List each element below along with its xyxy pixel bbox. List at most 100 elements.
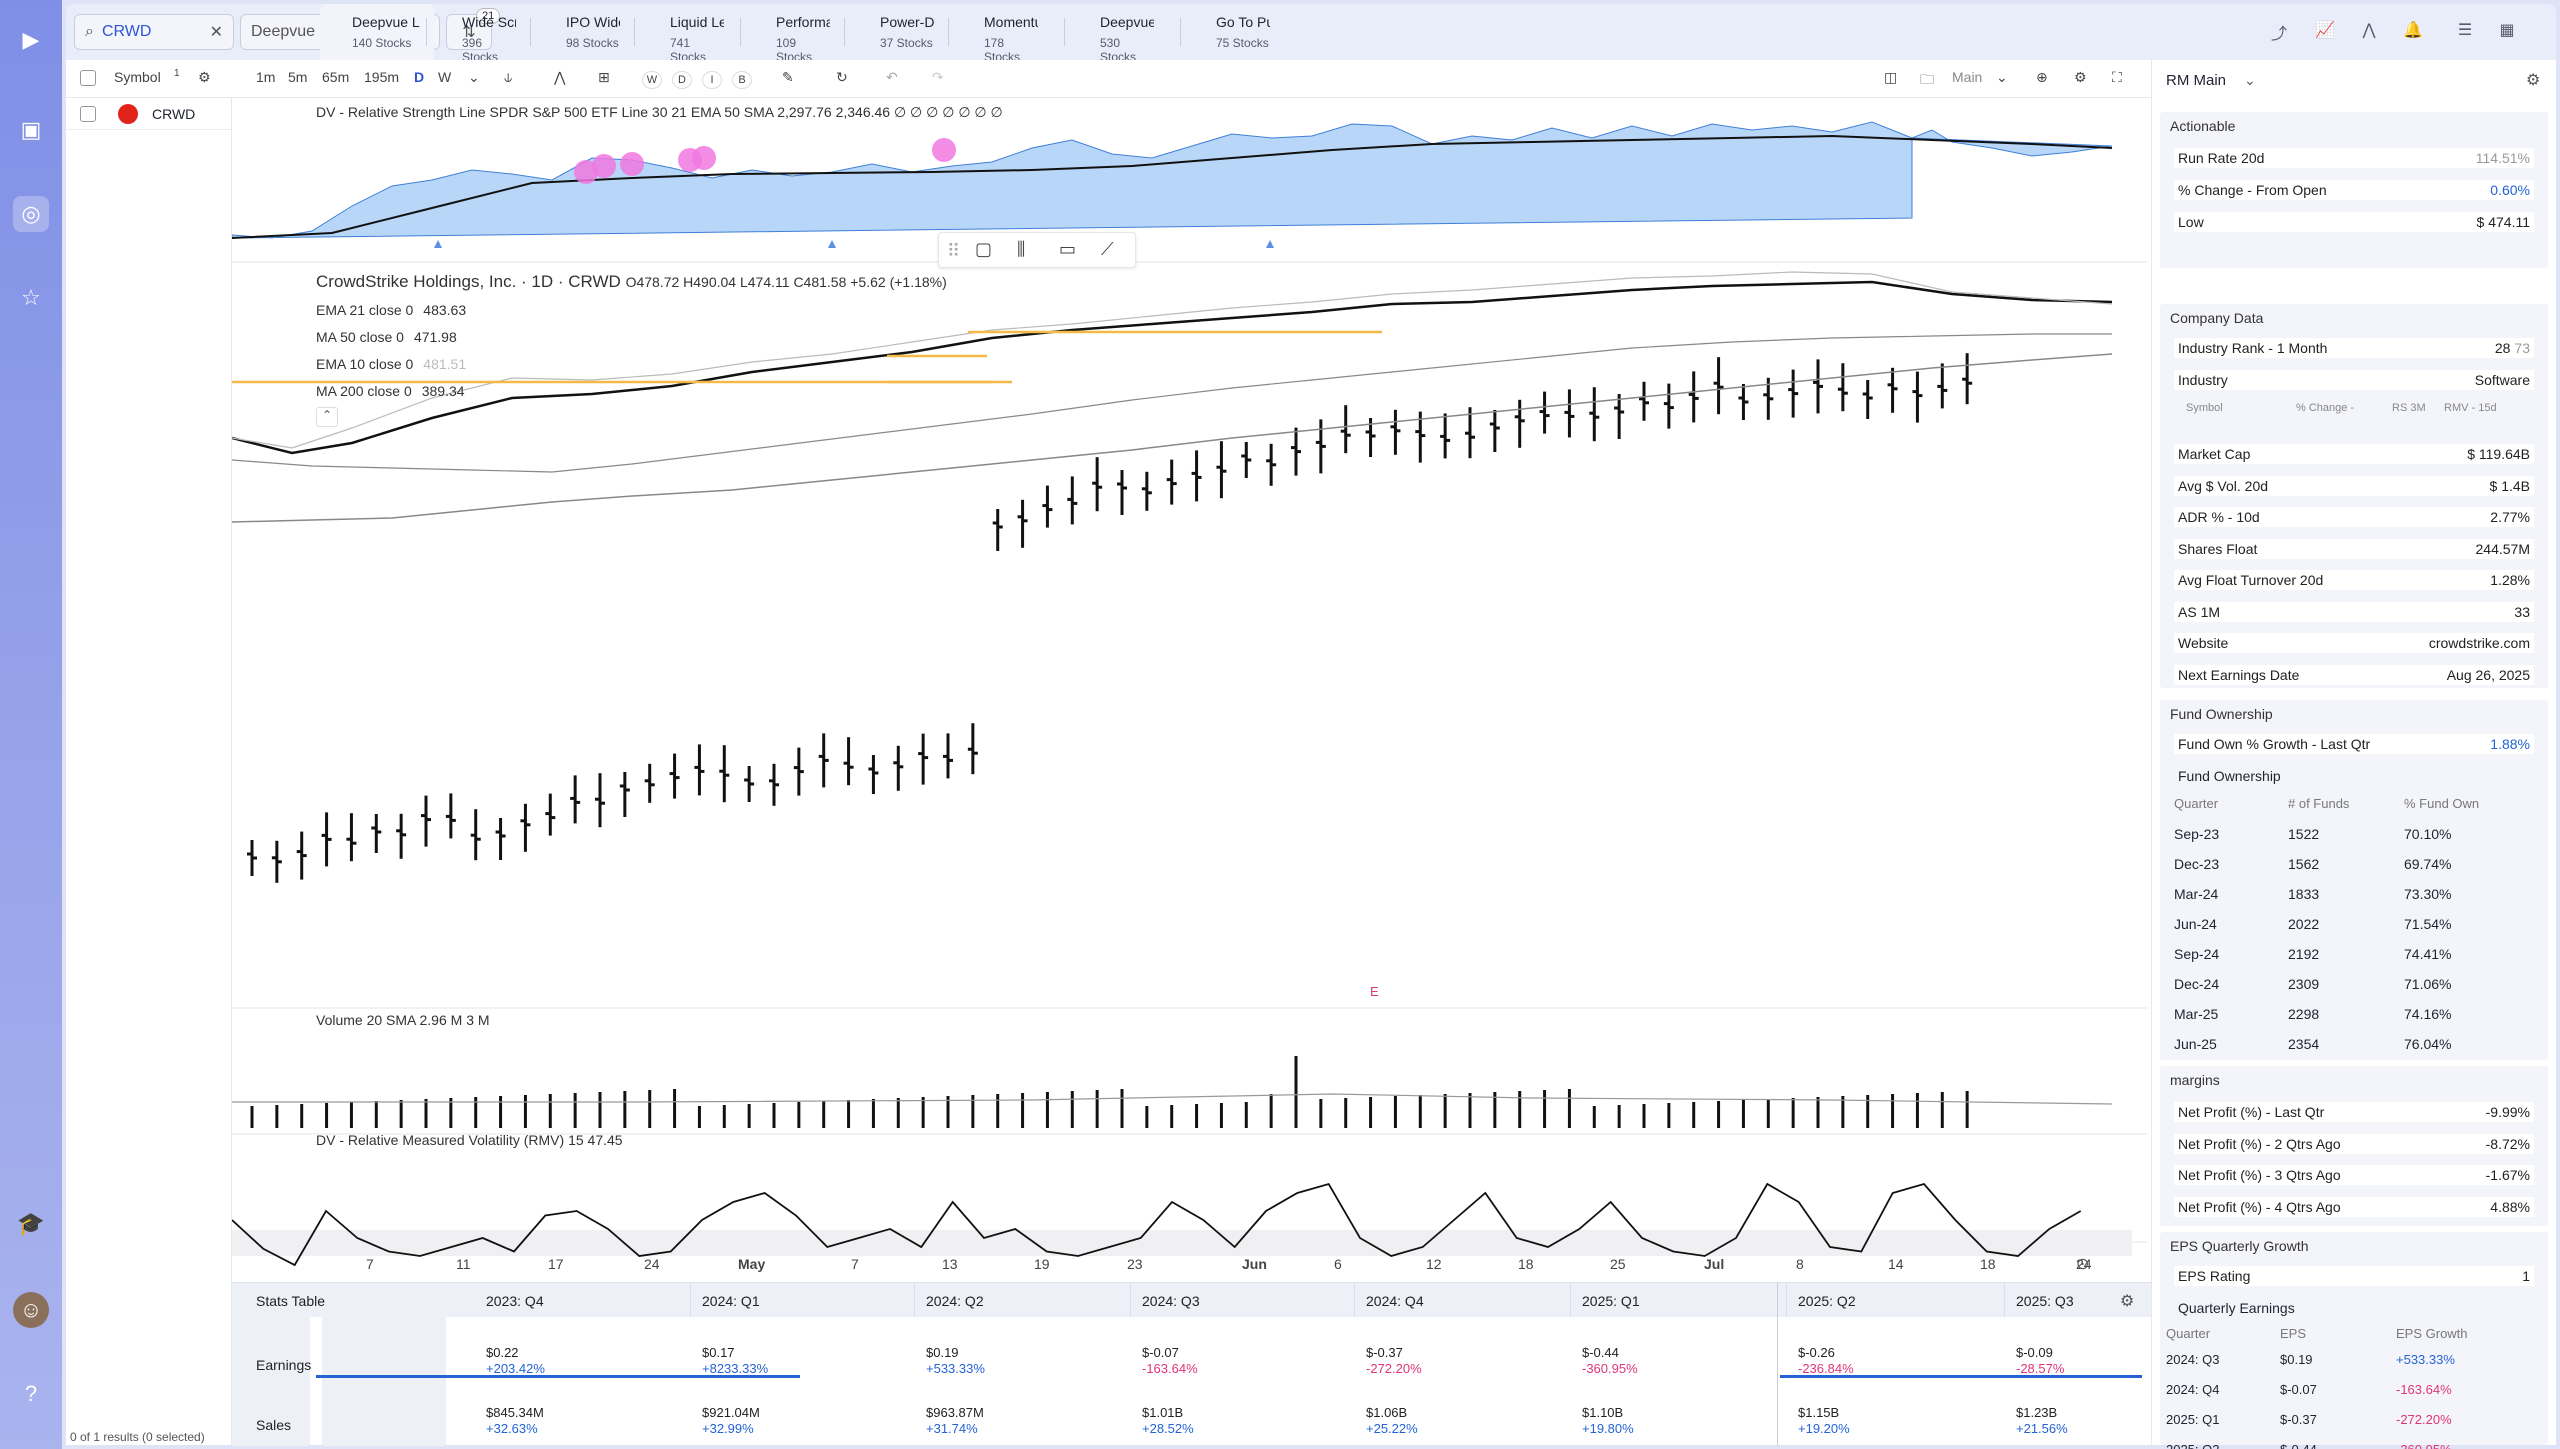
timeframe-195m[interactable]: 195m <box>364 69 400 85</box>
zoom-icon[interactable]: ⊕ <box>2036 69 2048 85</box>
timeframe-D[interactable]: D <box>414 69 425 85</box>
symbol-column-header[interactable]: Symbol <box>114 69 161 85</box>
bell-icon[interactable]: 🔔 <box>2403 22 2423 39</box>
share-icon[interactable]: ⤴ <box>2270 26 2287 43</box>
tab-screen[interactable]: Momentum Lea...178 Stocks <box>952 4 1052 64</box>
gear-icon[interactable]: ⚙ <box>2526 72 2541 89</box>
drag-handle-icon[interactable]: ⠿ <box>947 241 961 261</box>
tab-screen[interactable]: Deepvue Leaders 140 Stocks <box>320 4 434 60</box>
compare-icon[interactable]: ⋀ <box>2362 22 2376 39</box>
time-axis-label: 12 <box>1426 1256 1442 1272</box>
study-legend[interactable]: EMA 21 close 0 483.63 <box>316 302 466 318</box>
timeframe-1m[interactable]: 1m <box>256 69 276 85</box>
rectangle-tool-icon[interactable]: ▢ <box>975 239 993 259</box>
avatar[interactable]: ☺ <box>13 1292 49 1328</box>
earnings-value: $-0.26 <box>1798 1345 1835 1360</box>
fullscreen-icon[interactable]: ⛶ <box>2112 69 2122 85</box>
stats-col-divider <box>914 1283 915 1317</box>
grid-icon[interactable]: ▣ <box>20 117 42 142</box>
search-input[interactable]: ⌕ CRWD ✕ <box>74 14 234 50</box>
earnings-marker[interactable]: E <box>1370 984 1379 999</box>
refresh-icon[interactable]: ↻ <box>836 69 848 85</box>
list-item[interactable]: CRWD <box>66 98 231 130</box>
bars-tool-icon[interactable]: ⫼ <box>1017 239 1026 259</box>
left-rail <box>0 0 62 1449</box>
logo-icon[interactable]: ▶ <box>22 27 40 52</box>
redo-icon[interactable]: ↷ <box>932 69 944 85</box>
line-tool-icon[interactable]: ⟋ <box>1101 239 1114 259</box>
ema10-line <box>232 271 2113 449</box>
filter-button[interactable]: ⇅ <box>446 14 492 50</box>
star-icon[interactable]: ☆ <box>21 285 41 310</box>
industry-rank-row[interactable]: Industry Rank - 1 Month 28 73 <box>2174 338 2534 358</box>
gear-icon[interactable]: ⚙ <box>2120 1293 2135 1310</box>
select-all-checkbox[interactable] <box>80 70 96 86</box>
timeframe-W[interactable]: W <box>438 69 452 85</box>
earnings-change: -236.84% <box>1798 1361 1854 1376</box>
chart-canvas[interactable] <box>232 98 2151 1283</box>
collapse-legend-button[interactable]: ⌃ <box>316 407 338 427</box>
stats-column-header: 2024: Q4 <box>1366 1293 1424 1309</box>
period-W[interactable]: W <box>642 71 662 89</box>
indicators-icon[interactable]: ⫝ <box>504 69 513 85</box>
grid-view-icon[interactable]: ▦ <box>2499 22 2515 39</box>
chevron-down-icon[interactable]: ⌄ <box>2244 72 2256 88</box>
comment-tool-icon[interactable]: ▭ <box>1059 239 1077 259</box>
tab-screen[interactable]: IPO Wide 98 Stocks <box>534 4 634 60</box>
qe-cell: 2024: Q4 <box>2166 1382 2220 1397</box>
chart-type-icon[interactable]: ⋀ <box>554 69 566 85</box>
price-chart[interactable]: DV - Relative Strength Line SPDR S&P 500… <box>232 98 2211 1337</box>
tab-screen[interactable]: Power-DCR 37 Stocks <box>848 4 948 60</box>
time-axis-label: Jul <box>1704 1256 1725 1272</box>
chevron-down-icon[interactable]: ⌄ <box>1996 69 2008 85</box>
qe-cell: $-0.07 <box>2280 1382 2317 1397</box>
tab-screen[interactable]: Deepvue Univers...530 Stocks <box>1068 4 1168 64</box>
tab-screen[interactable]: Wide Screen396 Stocks <box>430 4 530 64</box>
tab-divider <box>426 18 427 46</box>
list-icon[interactable]: ☰ <box>2457 22 2473 39</box>
folder-icon[interactable]: 🗀 <box>1920 71 1934 87</box>
period-I[interactable]: I <box>702 71 722 89</box>
eps-rating-row: EPS Rating 1 <box>2174 1266 2534 1286</box>
help-icon[interactable]: ? <box>24 1381 38 1406</box>
industry-row[interactable]: Industry Software <box>2174 370 2534 390</box>
fund-subheader[interactable]: Fund Ownership <box>2178 768 2281 784</box>
tab-divider <box>1180 18 1181 46</box>
row-value: 114.51% <box>2475 150 2530 166</box>
panel-title[interactable]: RM Main <box>2166 72 2227 89</box>
timeframe-65m[interactable]: 65m <box>322 69 350 85</box>
panels-icon[interactable]: ◫ <box>1884 69 1898 85</box>
draw-icon[interactable]: ✎ <box>782 69 794 85</box>
fund-cell: 2298 <box>2288 1006 2320 1022</box>
fund-cell: Mar-25 <box>2174 1006 2219 1022</box>
time-axis-label: 11 <box>456 1256 471 1272</box>
row-checkbox[interactable] <box>80 106 96 122</box>
clear-icon[interactable]: ✕ <box>209 24 223 41</box>
study-legend[interactable]: EMA 10 close 0 481.51 <box>316 356 466 372</box>
layout-name[interactable]: Main <box>1952 69 1983 85</box>
period-D[interactable]: D <box>672 71 692 89</box>
tab-screen[interactable]: Performance ...109 Stocks <box>744 4 844 64</box>
reset-view-icon[interactable]: ⊙ <box>2076 1256 2090 1273</box>
tab-screen[interactable]: Liquid Leaders741 Stocks <box>638 4 738 64</box>
tab-screen[interactable]: Go To Pullba... 75 Stocks <box>1184 4 1284 60</box>
gear-icon[interactable]: ⚙ <box>2074 69 2087 85</box>
quarterly-earnings-header[interactable]: Quarterly Earnings <box>2178 1300 2295 1316</box>
education-icon[interactable]: 🎓 <box>17 1211 45 1236</box>
sales-change: +32.99% <box>702 1421 754 1436</box>
radar-icon[interactable]: ◎ <box>13 196 49 232</box>
undo-icon[interactable]: ↶ <box>886 69 898 85</box>
period-B[interactable]: B <box>732 71 752 89</box>
fund-cell: Dec-23 <box>2174 856 2220 872</box>
layout-icon[interactable]: ⊞ <box>598 69 610 85</box>
timeframe-5m[interactable]: 5m <box>288 69 308 85</box>
filter-icon: ⇅ <box>462 24 476 41</box>
line-chart-icon[interactable]: 📈 <box>2315 22 2335 39</box>
chevron-down-icon[interactable]: ⌄ <box>468 69 480 85</box>
settings-icon[interactable]: ⚙ <box>198 69 211 85</box>
time-axis-label: 17 <box>548 1256 564 1272</box>
tab-count: 140 Stocks <box>352 36 412 50</box>
study-legend[interactable]: MA 200 close 0 389.34 <box>316 383 465 399</box>
study-legend[interactable]: MA 50 close 0 471.98 <box>316 329 457 345</box>
row-value: 33 <box>2514 603 2530 620</box>
